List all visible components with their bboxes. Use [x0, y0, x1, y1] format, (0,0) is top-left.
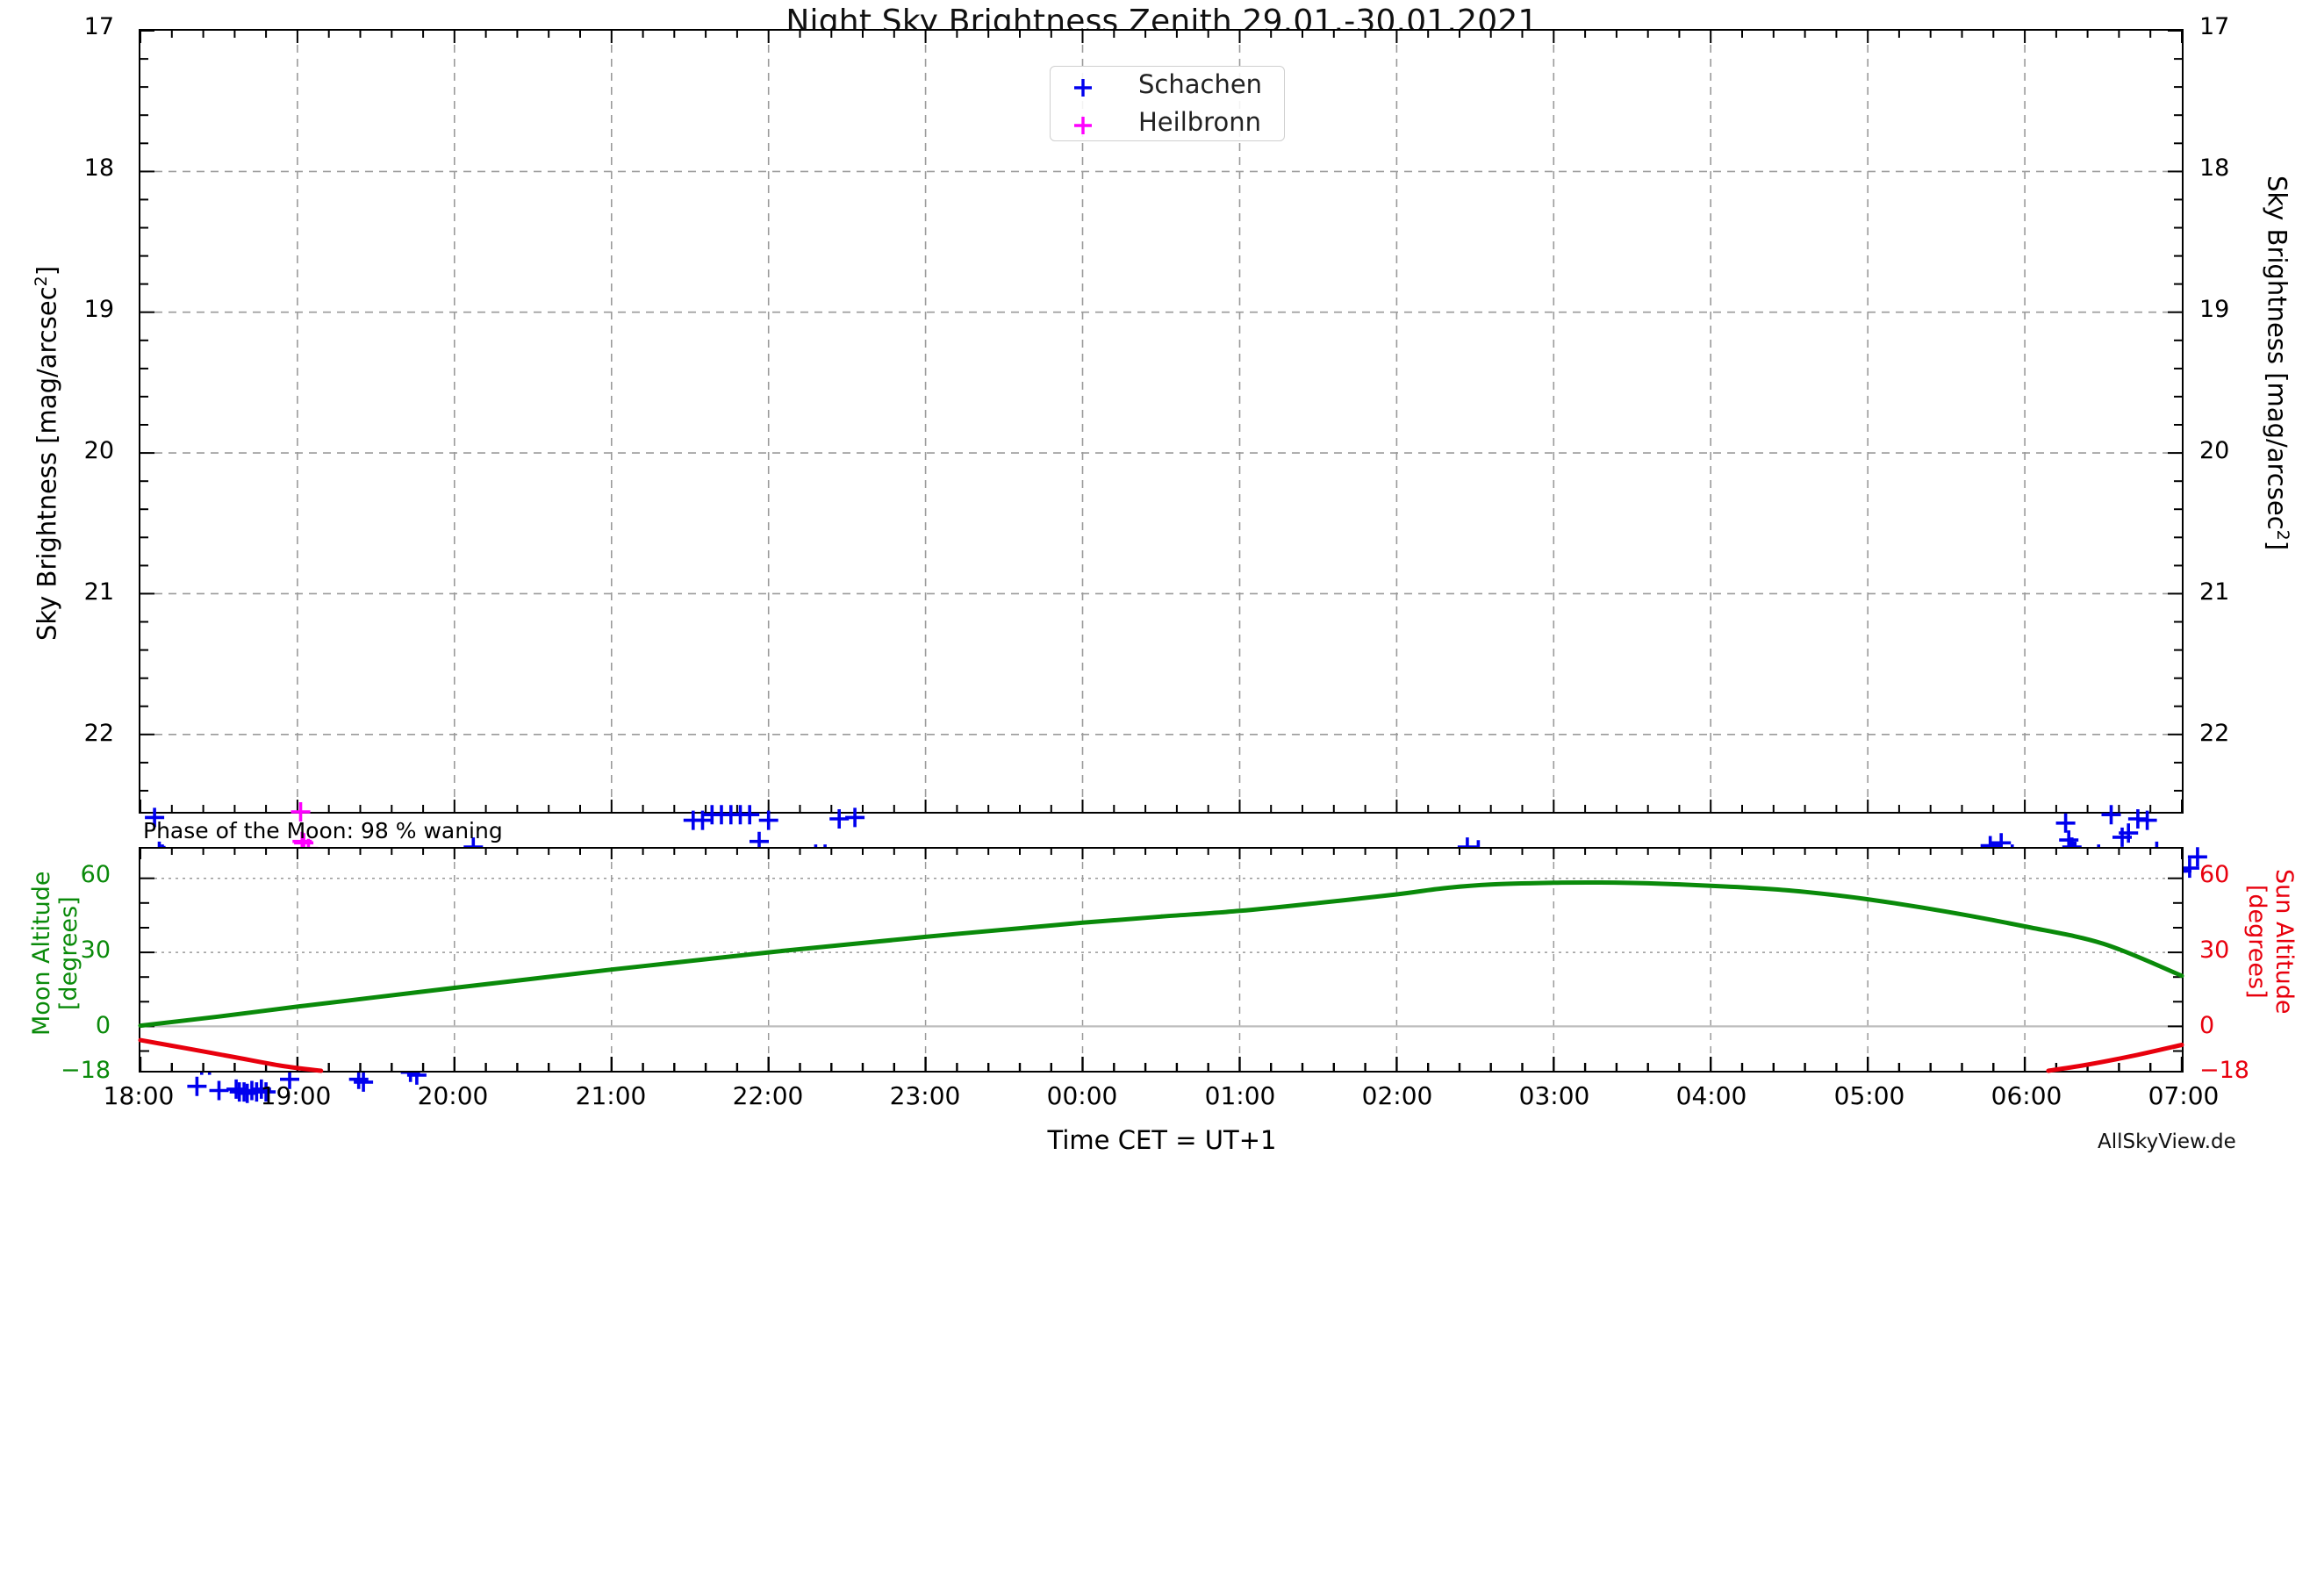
sun-tick-30: 30 — [2199, 936, 2230, 964]
legend-label-schachen: Schachen — [1138, 69, 1263, 99]
y-tick-right-19: 19 — [2199, 296, 2230, 323]
moon-tick-60: 60 — [80, 861, 111, 888]
plus-marker-icon — [1074, 79, 1092, 97]
sun-altitude-title-line2: [degrees] — [2243, 884, 2270, 999]
x-tick-2100: 21:00 — [575, 1081, 647, 1110]
sun-tick-0: 0 — [2199, 1012, 2215, 1039]
x-tick-0700: 07:00 — [2148, 1081, 2220, 1110]
y-tick-right-22: 22 — [2199, 720, 2230, 747]
x-tick-2300: 23:00 — [889, 1081, 961, 1110]
y-axis-right-title: Sky Brightness [mag/arcsec2] — [2262, 176, 2292, 551]
y-tick-left-17: 17 — [83, 13, 114, 40]
moon-tick-30: 30 — [80, 936, 111, 964]
y-tick-left-22: 22 — [83, 720, 114, 747]
moon-phase-caption: Phase of the Moon: 98 % waning — [143, 818, 503, 843]
y-tick-right-20: 20 — [2199, 437, 2230, 464]
y-tick-right-21: 21 — [2199, 578, 2230, 606]
moon-tick-0: 0 — [95, 1012, 111, 1039]
x-tick-0300: 03:00 — [1518, 1081, 1590, 1110]
credit-label: AllSkyView.de — [2098, 1130, 2236, 1153]
x-tick-2200: 22:00 — [732, 1081, 804, 1110]
x-tick-1800: 18:00 — [103, 1081, 175, 1110]
y-axis-left-title: Sky Brightness [mag/arcsec2] — [32, 265, 62, 641]
sun-tick-60: 60 — [2199, 861, 2230, 888]
y-tick-right-17: 17 — [2199, 13, 2230, 40]
moon-tick--18: −18 — [61, 1057, 111, 1084]
moon-altitude-title: Moon Altitude [degrees] — [28, 871, 82, 1036]
x-axis-title: Time CET = UT+1 — [1047, 1125, 1277, 1155]
legend-item-schachen[interactable]: Schachen — [1051, 67, 1284, 104]
top-panel-gridlines — [140, 30, 2183, 812]
y-tick-left-20: 20 — [83, 437, 114, 464]
sun-altitude-title: Sun Altitude [degrees] — [2243, 869, 2298, 1014]
legend-item-heilbronn[interactable]: Heilbronn — [1051, 104, 1284, 142]
sun-tick--18: −18 — [2199, 1057, 2249, 1084]
moon-altitude-title-line2: [degrees] — [55, 896, 82, 1011]
x-tick-0600: 06:00 — [1990, 1081, 2062, 1110]
plus-marker-icon — [1074, 117, 1092, 134]
moon-altitude-title-line1: Moon Altitude — [28, 871, 55, 1036]
altitude-plot — [138, 847, 2184, 1073]
y-tick-right-18: 18 — [2199, 154, 2230, 182]
x-tick-0400: 04:00 — [1675, 1081, 1747, 1110]
x-tick-0000: 00:00 — [1046, 1081, 1118, 1110]
x-tick-0200: 02:00 — [1361, 1081, 1433, 1110]
sky-brightness-plot — [139, 29, 2207, 1103]
x-tick-1900: 19:00 — [260, 1081, 332, 1110]
sun-altitude-title-line1: Sun Altitude — [2270, 869, 2298, 1015]
x-tick-0500: 05:00 — [1833, 1081, 1905, 1110]
x-tick-0100: 01:00 — [1204, 1081, 1276, 1110]
legend-label-heilbronn: Heilbronn — [1138, 107, 1261, 137]
x-tick-2000: 20:00 — [417, 1081, 489, 1110]
y-tick-left-19: 19 — [83, 296, 114, 323]
y-tick-left-18: 18 — [83, 154, 114, 182]
y-tick-left-21: 21 — [83, 578, 114, 606]
chart-page: Night Sky Brightness Zenith 29.01.-30.01… — [28, 4, 2298, 1155]
legend[interactable]: Schachen Heilbronn — [1050, 66, 1285, 141]
altitude-plot-curves — [138, 849, 2184, 1073]
